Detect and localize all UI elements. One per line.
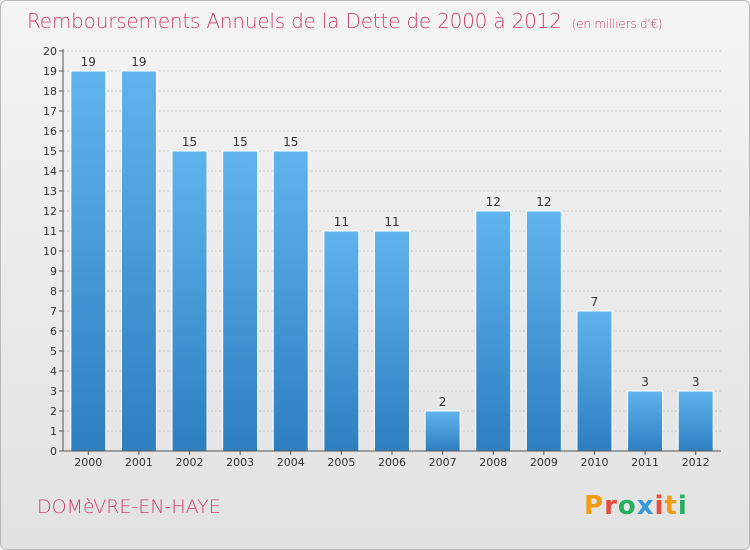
y-tick-label: 17: [43, 105, 57, 118]
logo-letter: i: [677, 491, 688, 521]
bar-2008: [475, 210, 512, 452]
bar-2007: [424, 410, 461, 452]
y-tick-label: 16: [43, 125, 57, 138]
y-tick-label: 7: [50, 305, 57, 318]
x-tick-label: 2006: [378, 456, 406, 469]
bar-2003: [222, 150, 259, 452]
x-tick-label: 2010: [580, 456, 608, 469]
x-tick-label: 2011: [631, 456, 659, 469]
y-tick-label: 18: [43, 85, 57, 98]
y-tick-label: 10: [43, 245, 57, 258]
bar-2001: [120, 70, 157, 452]
bar-value-label: 12: [486, 195, 501, 209]
bar-2012: [677, 390, 714, 452]
y-tick-label: 12: [43, 205, 57, 218]
bar-2000: [70, 70, 107, 452]
y-tick-label: 20: [43, 45, 57, 58]
bar-2011: [627, 390, 664, 452]
x-tick-label: 2002: [176, 456, 204, 469]
y-tick-label: 2: [50, 405, 57, 418]
logo-letter: o: [617, 491, 637, 521]
y-tick-label: 3: [50, 385, 57, 398]
bar-value-label: 11: [334, 215, 349, 229]
chart-title: Remboursements Annuels de la Dette de 20…: [27, 9, 663, 33]
y-tick-label: 0: [50, 445, 57, 458]
y-tick-label: 6: [50, 325, 57, 338]
proxiti-logo[interactable]: Proxiti: [584, 491, 688, 521]
x-tick-label: 2009: [530, 456, 558, 469]
bar-value-label: 15: [283, 135, 298, 149]
y-tick-label: 9: [50, 265, 57, 278]
y-tick-label: 14: [43, 165, 57, 178]
x-tick-label: 2008: [479, 456, 507, 469]
x-tick-label: 2004: [277, 456, 305, 469]
x-tick-label: 2012: [682, 456, 710, 469]
y-tick-label: 8: [50, 285, 57, 298]
y-tick-label: 13: [43, 185, 57, 198]
logo-letter: x: [636, 491, 655, 521]
logo-letter: r: [604, 491, 618, 521]
bar-value-label: 3: [641, 375, 649, 389]
x-tick-label: 2000: [74, 456, 102, 469]
bar-2006: [374, 230, 410, 452]
y-tick-label: 19: [43, 65, 57, 78]
bar-value-label: 19: [131, 55, 146, 69]
logo-letter: i: [654, 491, 665, 521]
bar-value-label: 11: [384, 215, 399, 229]
chart-title-text: Remboursements Annuels de la Dette de 20…: [27, 9, 562, 33]
bar-value-label: 2: [439, 395, 447, 409]
bar-2002: [171, 150, 208, 452]
x-tick-label: 2001: [125, 456, 153, 469]
chart-unit: (en milliers d'€): [571, 17, 663, 31]
x-tick-label: 2003: [226, 456, 254, 469]
commune-name: DOMèVRE-EN-HAYE: [37, 496, 221, 518]
y-tick-label: 5: [50, 345, 57, 358]
y-tick-label: 4: [50, 365, 57, 378]
x-tick-label: 2007: [429, 456, 457, 469]
y-tick-label: 11: [43, 225, 57, 238]
bar-value-label: 7: [591, 295, 599, 309]
y-tick-label: 15: [43, 145, 57, 158]
bar-2004: [272, 150, 309, 452]
bar-value-label: 12: [536, 195, 551, 209]
bar-value-label: 3: [692, 375, 700, 389]
y-tick-label: 1: [50, 425, 57, 438]
x-tick-label: 2005: [327, 456, 355, 469]
bar-value-label: 15: [233, 135, 248, 149]
logo-letter: P: [584, 491, 605, 521]
bar-value-label: 19: [81, 55, 96, 69]
bar-value-label: 15: [182, 135, 197, 149]
bar-2005: [323, 230, 360, 452]
bar-2010: [576, 310, 613, 452]
bar-2009: [525, 210, 562, 452]
logo-letter: t: [664, 491, 678, 521]
bars: 19 19 15 15 15 11 11 2 12 12 7 3 3: [70, 55, 714, 452]
